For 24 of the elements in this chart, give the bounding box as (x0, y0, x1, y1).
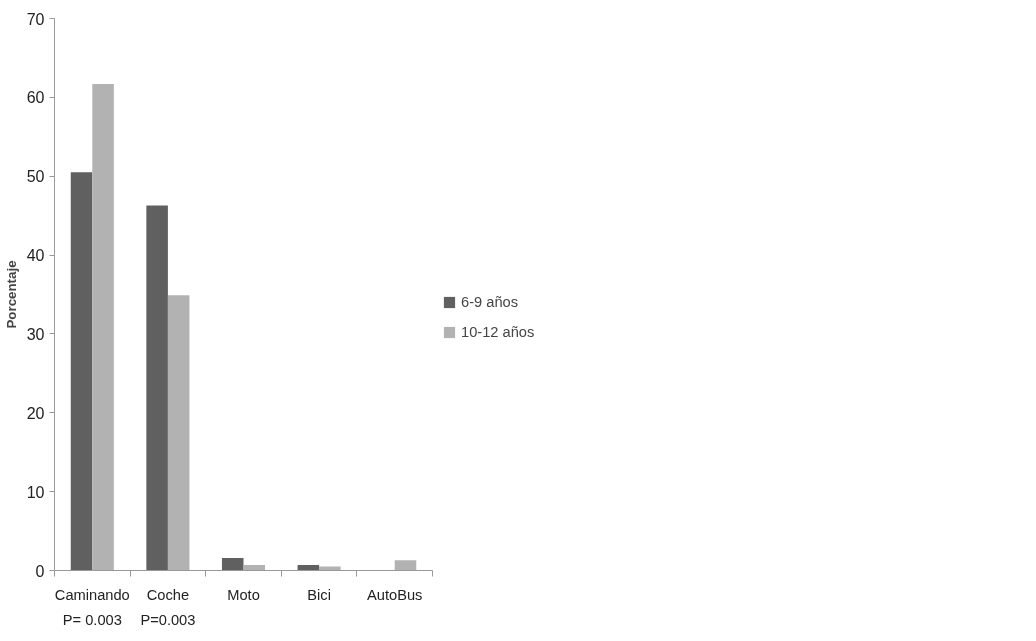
y-axis-title: Porcentaje (3, 260, 19, 329)
y-tick-label: 20 (26, 404, 45, 422)
text: P= 0.003 (62, 611, 122, 628)
y-tick-label: 60 (26, 89, 45, 107)
x-tick-label: Caminando (54, 586, 130, 603)
y-tick-label: 40 (26, 247, 45, 265)
text: P=0.003 (140, 611, 196, 628)
x-tick-label: Moto (227, 586, 260, 603)
bar (221, 557, 244, 571)
y-tick-label: 0 (35, 562, 45, 580)
y-tick-label: 30 (26, 325, 45, 343)
x-tick-label: Bici (307, 586, 331, 603)
legend-label: 6-9 años (461, 294, 519, 310)
y-tick-label: 10 (26, 483, 45, 501)
x-tick-label: Coche (146, 586, 190, 603)
bar (70, 172, 93, 571)
bar (92, 83, 114, 571)
y-tick-label: 70 (26, 10, 45, 28)
y-tick-label: 50 (26, 168, 45, 186)
legend-label: 10-12 años (461, 324, 535, 340)
bar (146, 205, 168, 571)
bar (167, 295, 190, 571)
x-tick-label: AutoBus (367, 586, 423, 603)
bar (394, 560, 417, 571)
